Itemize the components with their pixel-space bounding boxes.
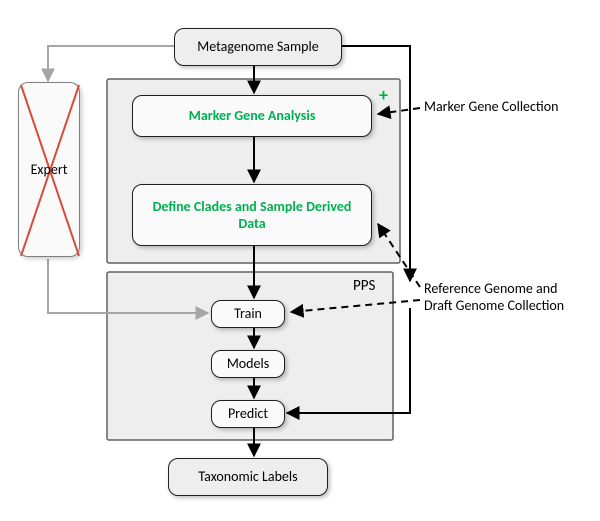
- label-marker-gene-collection: Marker Gene Collection: [424, 98, 558, 115]
- node-label: Train: [234, 305, 262, 323]
- node-train: Train: [211, 300, 285, 328]
- node-label: Expert: [31, 161, 68, 179]
- node-label: Metagenome Sample: [197, 38, 318, 56]
- label-reference-genome-collection: Reference Genome and Draft Genome Collec…: [424, 280, 564, 314]
- node-label: Predict: [228, 405, 268, 423]
- diagram-edges: [0, 0, 600, 521]
- node-marker-gene-analysis: Marker Gene Analysis: [132, 95, 372, 137]
- plus-badge: +: [379, 84, 388, 106]
- node-models: Models: [211, 350, 285, 378]
- node-taxonomic-labels: Taxonomic Labels: [168, 458, 328, 496]
- node-label: Taxonomic Labels: [198, 468, 297, 486]
- node-label: Marker Gene Analysis: [189, 107, 316, 125]
- pps-label: PPS: [353, 277, 375, 295]
- node-define-clades: Define Clades and Sample Derived Data: [132, 184, 372, 246]
- node-metagenome-sample: Metagenome Sample: [174, 28, 342, 66]
- node-predict: Predict: [211, 400, 285, 428]
- node-expert: Expert: [18, 82, 80, 257]
- node-label: Models: [227, 355, 269, 373]
- node-label: Define Clades and Sample Derived Data: [153, 198, 352, 233]
